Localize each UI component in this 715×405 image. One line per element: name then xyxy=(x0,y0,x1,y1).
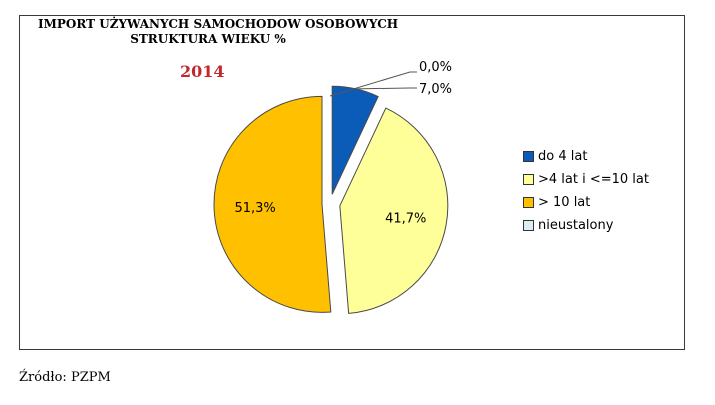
chart-title-line2: STRUKTURA WIEKU % xyxy=(130,32,286,46)
data-label-nieustalony: 0,0% xyxy=(419,60,452,75)
legend-label-nieustalony: nieustalony xyxy=(538,218,614,233)
legend-label-do-4-lat: do 4 lat xyxy=(538,149,588,164)
chart-legend: do 4 lat >4 lat i <=10 lat > 10 lat nieu… xyxy=(523,145,649,237)
legend-swatch-nieustalony xyxy=(523,220,534,231)
legend-item-4-10-lat: >4 lat i <=10 lat xyxy=(523,168,649,191)
leader-line-nieustalony xyxy=(329,71,417,97)
chart-title: IMPORT UŻYWANYCH SAMOCHODOW OSOBOWYCH xyxy=(38,17,399,31)
leader-line-do-4-lat xyxy=(355,87,417,90)
pie-slice-4-10-lat xyxy=(339,107,449,314)
legend-label-4-10-lat: >4 lat i <=10 lat xyxy=(538,172,649,187)
data-label-powyzej-10-lat: 51,3% xyxy=(234,201,275,216)
legend-swatch-powyzej-10-lat xyxy=(523,197,534,208)
legend-item-powyzej-10-lat: > 10 lat xyxy=(523,191,649,214)
legend-swatch-4-10-lat xyxy=(523,174,534,185)
data-label-do-4-lat: 7,0% xyxy=(419,82,452,97)
legend-item-nieustalony: nieustalony xyxy=(523,214,649,237)
legend-label-powyzej-10-lat: > 10 lat xyxy=(538,195,591,210)
source-note: Źródło: PZPM xyxy=(19,370,111,385)
data-label-4-10-lat: 41,7% xyxy=(385,212,426,227)
pie-slice-powyzej-10-lat xyxy=(213,95,332,313)
legend-swatch-do-4-lat xyxy=(523,151,534,162)
chart-subtitle-year: 2014 xyxy=(180,62,225,81)
legend-item-do-4-lat: do 4 lat xyxy=(523,145,649,168)
